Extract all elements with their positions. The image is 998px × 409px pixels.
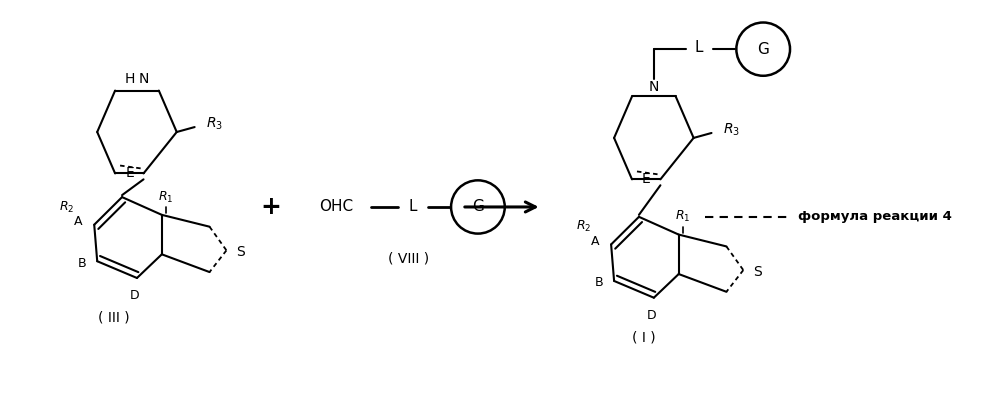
Text: $R_3$: $R_3$ (723, 122, 740, 138)
Text: A: A (74, 215, 83, 228)
Text: $R_2$: $R_2$ (576, 219, 591, 234)
Text: OHC: OHC (319, 200, 353, 214)
Text: S: S (752, 265, 761, 279)
Text: формула реакции 4: формула реакции 4 (798, 210, 952, 223)
Text: ( III ): ( III ) (98, 310, 130, 324)
Text: E: E (125, 166, 134, 180)
Text: G: G (472, 200, 484, 214)
Text: D: D (130, 289, 140, 302)
Text: N: N (139, 72, 149, 86)
Text: D: D (647, 309, 657, 322)
Text: E: E (642, 172, 651, 187)
Text: S: S (236, 245, 245, 259)
Text: $R_1$: $R_1$ (158, 189, 174, 204)
Text: +: + (260, 195, 281, 219)
Text: H: H (125, 72, 135, 86)
Text: $R_2$: $R_2$ (59, 200, 74, 214)
Text: ( VIII ): ( VIII ) (388, 251, 429, 265)
Text: B: B (78, 257, 87, 270)
Text: L: L (408, 200, 417, 214)
Text: N: N (649, 80, 659, 94)
Text: B: B (595, 276, 604, 290)
Text: G: G (757, 42, 769, 56)
Text: $R_3$: $R_3$ (206, 116, 223, 132)
Text: ( I ): ( I ) (632, 330, 656, 344)
Text: L: L (695, 40, 703, 55)
Text: $R_1$: $R_1$ (675, 209, 691, 225)
Text: A: A (591, 235, 600, 248)
